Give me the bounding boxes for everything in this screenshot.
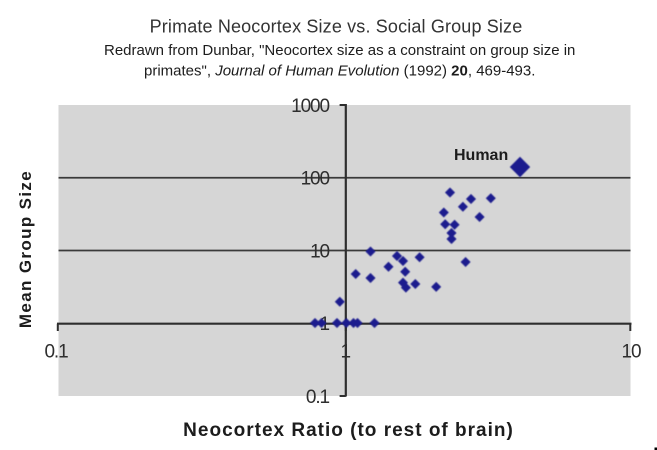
svg-text:Neocortex Ratio (to rest of br: Neocortex Ratio (to rest of brain) bbox=[183, 420, 514, 441]
svg-text:0.1: 0.1 bbox=[44, 342, 68, 363]
svg-text:0.1: 0.1 bbox=[306, 387, 330, 408]
svg-text:Mean Group Size: Mean Group Size bbox=[16, 170, 35, 328]
svg-text:1000: 1000 bbox=[291, 96, 329, 117]
svg-text:Primate Neocortex Size vs. Soc: Primate Neocortex Size vs. Social Group … bbox=[150, 17, 523, 37]
svg-text:1: 1 bbox=[320, 314, 330, 335]
svg-text:Redrawn from Dunbar, "Neocorte: Redrawn from Dunbar, "Neocortex size as … bbox=[104, 42, 575, 59]
svg-text:primates", Journal of Human Ev: primates", Journal of Human Evolution (1… bbox=[144, 63, 535, 80]
svg-text:100: 100 bbox=[301, 169, 330, 190]
svg-text:10: 10 bbox=[622, 342, 641, 363]
svg-text:Human: Human bbox=[454, 147, 508, 164]
svg-text:1: 1 bbox=[340, 342, 350, 363]
svg-text:10: 10 bbox=[310, 242, 329, 263]
